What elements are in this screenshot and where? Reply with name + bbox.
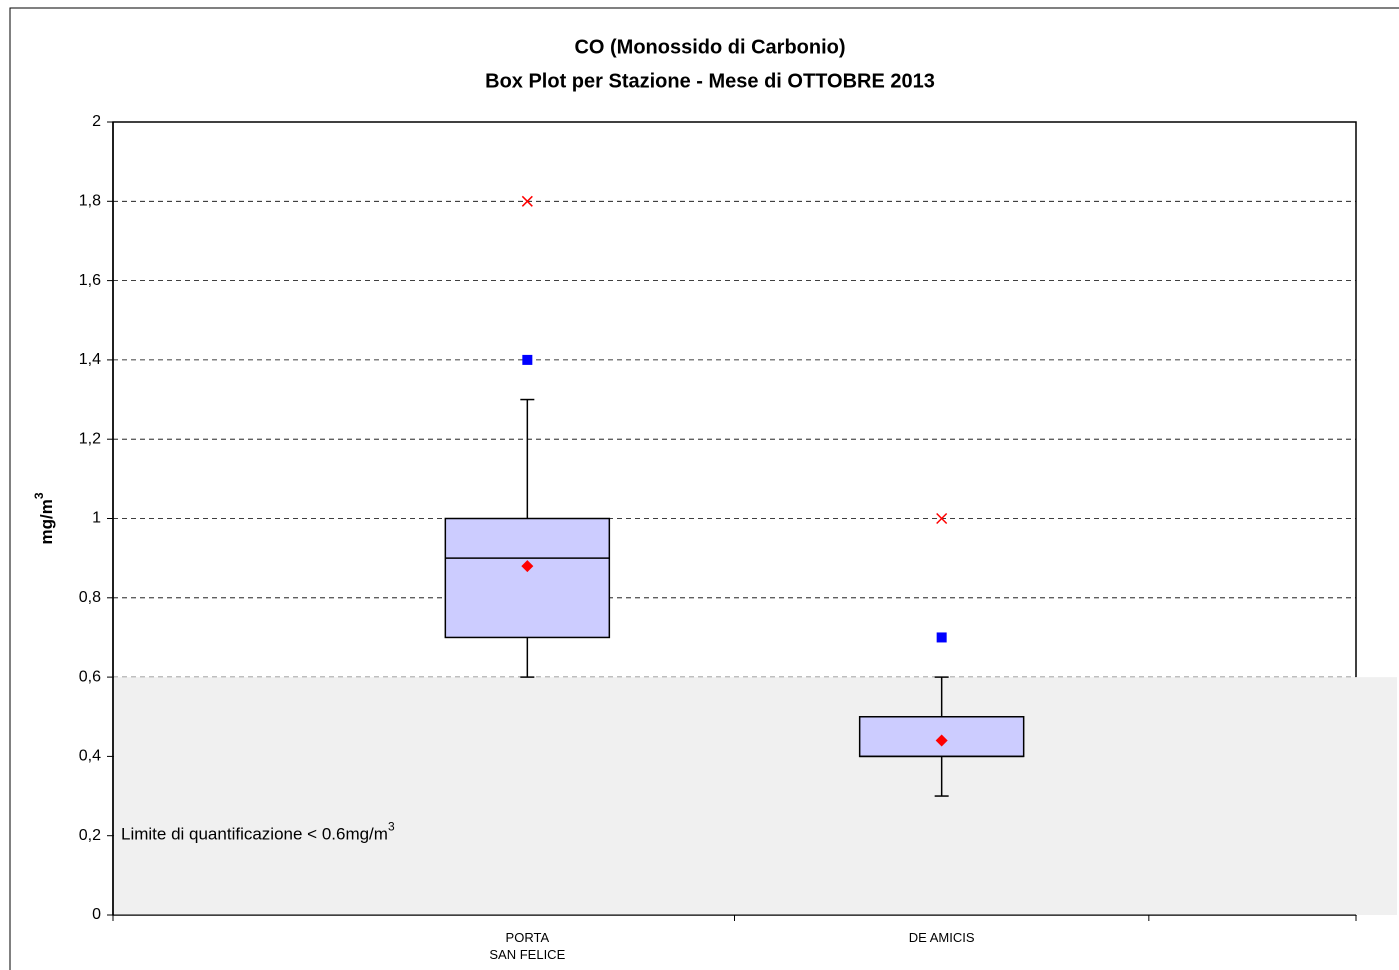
y-tick-label: 0,6 — [79, 668, 101, 685]
annotation-text: Limite di quantificazione < 0.6mg/m — [121, 825, 388, 844]
y-tick-label: 1,2 — [79, 430, 101, 447]
square-marker — [522, 354, 533, 365]
mean-marker — [935, 734, 948, 747]
y-axis-label-text: mg/m — [37, 499, 56, 544]
cross-marker — [936, 512, 948, 525]
y-tick-label: 0 — [92, 906, 101, 923]
y-tick-label: 0,8 — [79, 589, 101, 606]
y-axis-label: mg/m3 — [32, 492, 56, 544]
chart-border — [9, 7, 1399, 970]
cross-marker — [521, 195, 533, 207]
annotation: Limite di quantificazione < 0.6mg/m3 — [121, 820, 395, 844]
y-tick-label: 1 — [92, 510, 101, 527]
mean-marker — [521, 560, 534, 573]
chart-subtitle: Box Plot per Stazione - Mese di OTTOBRE … — [485, 70, 935, 92]
y-axis-label-sup: 3 — [32, 492, 46, 499]
y-tick-label: 0,2 — [79, 827, 101, 844]
y-tick-label: 1,6 — [79, 272, 101, 289]
square-marker — [936, 632, 947, 643]
y-tick-label: 2 — [92, 113, 101, 130]
chart-title: CO (Monossido di Carbonio) — [574, 36, 845, 58]
box — [444, 517, 611, 639]
y-tick-label: 0,4 — [79, 748, 101, 765]
x-tick-label: PORTA SAN FELICE — [489, 930, 566, 962]
quantification-shade — [114, 677, 1397, 915]
y-tick-label: 1,4 — [79, 351, 101, 368]
y-tick-label: 1,8 — [79, 193, 101, 210]
x-tick-label: DE AMICIS — [908, 930, 975, 945]
annotation-sup: 3 — [388, 820, 395, 834]
